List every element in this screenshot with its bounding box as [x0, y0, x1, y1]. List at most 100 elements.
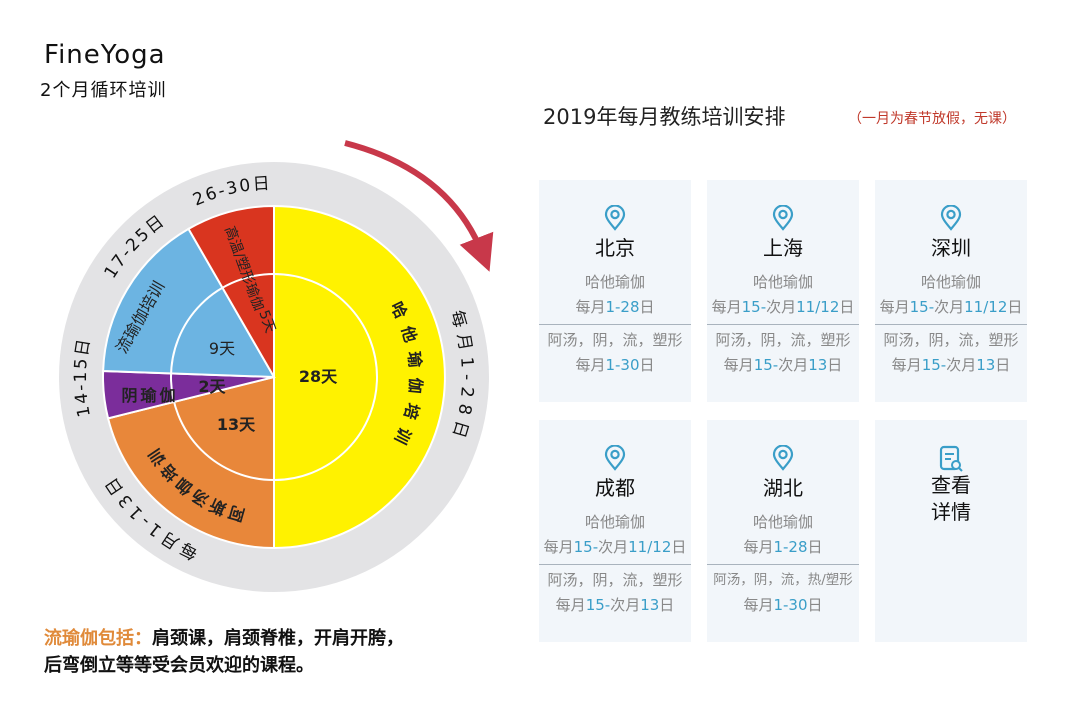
city-card: 上海 哈他瑜伽 每月15-次月11/12日 阿汤，阴，流，塑形 每月15-次月1… [707, 180, 859, 402]
view-details-button[interactable]: 查看 详情 [875, 420, 1027, 642]
city-name: 湖北 [763, 476, 803, 500]
segment-days-hot: 5天 [255, 308, 278, 335]
city-card: 北京 哈他瑜伽 每月1-28日 阿汤，阴，流，塑形 每月1-30日 [539, 180, 691, 402]
date-part: 每月 [743, 538, 774, 556]
course-2: 阿汤，阴，流，塑形 [547, 571, 683, 589]
course-1: 哈他瑜伽 [752, 273, 813, 291]
date-2: 每月15-次月13日 [875, 353, 1027, 378]
segment-label-yin: 阴瑜伽 [121, 386, 178, 405]
segment-days-yin: 2天 [198, 377, 226, 396]
date-part: 15- [573, 538, 599, 556]
date-2: 每月15-次月13日 [539, 593, 691, 618]
brand-name: FineYoga [44, 40, 166, 70]
city-card: 成都 哈他瑜伽 每月15-次月11/12日 阿汤，阴，流，塑形 每月15-次月1… [539, 420, 691, 642]
date-part: 日 [995, 356, 1011, 374]
course-1: 哈他瑜伽 [920, 273, 981, 291]
course-1: 哈他瑜伽 [584, 273, 645, 291]
date-part: 1-30 [605, 356, 640, 374]
date-part: 次月 [766, 298, 797, 316]
date-1: 每月15-次月11/12日 [707, 295, 859, 320]
date-part: 1-28 [773, 538, 808, 556]
date-part: 每月 [723, 356, 754, 374]
divider [707, 564, 859, 565]
course-1: 哈他瑜伽 [752, 513, 813, 531]
date-part: 每月 [555, 596, 586, 614]
document-search-icon [875, 445, 1027, 472]
view-details-line-2: 详情 [931, 500, 971, 524]
date-part: 每月 [543, 538, 574, 556]
date-1: 每月1-28日 [539, 295, 691, 320]
brand-subtitle: 2个月循环培训 [40, 80, 167, 101]
date-part: 15- [909, 298, 935, 316]
schedule-title-note: （一月为春节放假，无课） [848, 111, 1016, 127]
date-part: 次月 [610, 596, 641, 614]
date-part: 次月 [946, 356, 977, 374]
course-2: 阿汤，阴，流，塑形 [715, 331, 851, 349]
date-part: 13 [808, 356, 828, 374]
location-pin-icon [539, 444, 691, 471]
date-part: 日 [671, 538, 687, 556]
date-part: 11/12 [964, 298, 1008, 316]
date-part: 每月 [575, 298, 606, 316]
date-part: 日 [807, 538, 823, 556]
segment-days-flow: 9天 [209, 339, 235, 358]
divider [875, 324, 1027, 325]
date-part: 日 [639, 356, 655, 374]
note-highlight: 流瑜伽包括： [44, 628, 152, 649]
date-part: 13 [640, 596, 660, 614]
date-part: 次月 [598, 538, 629, 556]
date-part: 13 [976, 356, 996, 374]
date-1: 每月1-28日 [707, 535, 859, 560]
date-part: 日 [827, 356, 843, 374]
note-line-1: 流瑜伽包括：肩颈课，肩颈脊椎，开肩开胯， [44, 624, 404, 650]
location-pin-icon [875, 204, 1027, 231]
segment-flow [102, 227, 276, 379]
date-part: 15- [753, 356, 779, 374]
date-part: 15- [741, 298, 767, 316]
date-part: 每月 [575, 356, 606, 374]
divider [539, 324, 691, 325]
date-part: 日 [659, 596, 675, 614]
date-part: 每月 [743, 596, 774, 614]
date-2: 每月1-30日 [707, 593, 859, 618]
city-name: 北京 [595, 236, 635, 260]
training-cycle-wheel: 每月1-28日 每月1-13日 14-15日 17-25日 26-30日 哈他瑜… [59, 140, 494, 592]
city-name: 深圳 [931, 236, 971, 260]
date-part: 1-28 [605, 298, 640, 316]
date-1: 每月15-次月11/12日 [875, 295, 1027, 320]
city-card: 湖北 哈他瑜伽 每月1-28日 阿汤，阴，流，热/塑形 每月1-30日 [707, 420, 859, 642]
note-line-2: 后弯倒立等等受会员欢迎的课程。 [44, 655, 314, 676]
date-part: 日 [1007, 298, 1023, 316]
date-part: 日 [839, 298, 855, 316]
ring-label-14-15: 14-15日 [71, 336, 95, 419]
date-part: 1-30 [773, 596, 808, 614]
segment-hatha [273, 204, 446, 550]
date-part: 15- [585, 596, 611, 614]
date-part: 11/12 [796, 298, 840, 316]
date-part: 11/12 [628, 538, 672, 556]
course-2: 阿汤，阴，流，塑形 [547, 331, 683, 349]
date-part: 日 [639, 298, 655, 316]
date-part: 每月 [711, 298, 742, 316]
date-part: 15- [921, 356, 947, 374]
date-part: 每月 [891, 356, 922, 374]
city-name: 上海 [763, 236, 803, 260]
divider [539, 564, 691, 565]
course-2: 阿汤，阴，流，热/塑形 [713, 572, 853, 588]
divider [707, 324, 859, 325]
course-1: 哈他瑜伽 [584, 513, 645, 531]
location-pin-icon [707, 204, 859, 231]
location-pin-icon [707, 444, 859, 471]
date-part: 每月 [879, 298, 910, 316]
date-1: 每月15-次月11/12日 [539, 535, 691, 560]
segment-days-ashtanga: 13天 [217, 415, 256, 434]
city-card: 深圳 哈他瑜伽 每月15-次月11/12日 阿汤，阴，流，塑形 每月15-次月1… [875, 180, 1027, 402]
cycle-arrow-icon [344, 140, 494, 272]
segment-days-hatha: 28天 [299, 367, 338, 386]
schedule-title: 2019年每月教练培训安排 [543, 105, 786, 129]
segment-hot [187, 204, 275, 381]
date-2: 每月15-次月13日 [707, 353, 859, 378]
city-name: 成都 [595, 476, 635, 500]
date-part: 次月 [934, 298, 965, 316]
date-part: 日 [807, 596, 823, 614]
